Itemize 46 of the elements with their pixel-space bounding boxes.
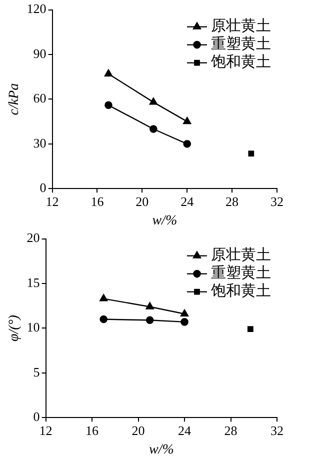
x-tick-label: 12: [39, 422, 52, 438]
point: [104, 69, 113, 76]
point: [150, 125, 158, 133]
point: [247, 326, 254, 332]
point: [146, 316, 154, 324]
legend-label: 重塑黄土: [211, 264, 271, 282]
y-tick-label: 0: [33, 409, 40, 424]
point: [100, 294, 108, 302]
y-tick-label: 120: [26, 1, 46, 16]
point: [146, 302, 154, 310]
point: [183, 140, 192, 148]
y-tick-label: 20: [26, 230, 40, 246]
point: [183, 116, 192, 124]
x-tick-label: 28: [224, 422, 238, 438]
point: [100, 315, 108, 324]
y-tick-label: 30: [33, 135, 46, 150]
y-axis-title: φ/(°): [7, 314, 22, 342]
y-tick-label: 5: [33, 364, 40, 380]
x-tick-label: 24: [178, 422, 192, 438]
x-tick-label: 16: [90, 194, 104, 209]
x-axis-title: w/%: [152, 213, 178, 228]
x-tick-label: 16: [86, 422, 100, 438]
y-axis-title: c/kPa: [7, 83, 22, 116]
x-tick-label: 20: [132, 422, 145, 438]
x-tick-label: 12: [46, 194, 59, 209]
y-tick-label: 10: [26, 320, 40, 335]
legend-label: 原壮黄土: [211, 246, 271, 264]
legend-label: 饱和黄土: [210, 282, 271, 300]
x-axis-title: w/%: [148, 442, 174, 458]
legend-label: 原壮黄土: [211, 18, 271, 35]
point: [180, 309, 189, 316]
y-tick-label: 15: [26, 274, 40, 290]
x-tick-label: 32: [270, 422, 284, 438]
y-tick-label: 0: [40, 180, 46, 196]
x-tick-label: 32: [270, 194, 284, 209]
point: [248, 150, 254, 157]
x-tick-label: 28: [226, 194, 239, 209]
legend-label: 饱和黄土: [210, 54, 271, 71]
point: [180, 318, 188, 326]
legend-label: 重塑黄土: [211, 36, 271, 53]
y-tick-label: 60: [33, 90, 46, 106]
x-tick-label: 24: [180, 194, 194, 209]
x-tick-label: 20: [136, 194, 149, 209]
point: [149, 98, 158, 105]
point: [104, 101, 112, 110]
y-tick-label: 90: [33, 46, 46, 61]
